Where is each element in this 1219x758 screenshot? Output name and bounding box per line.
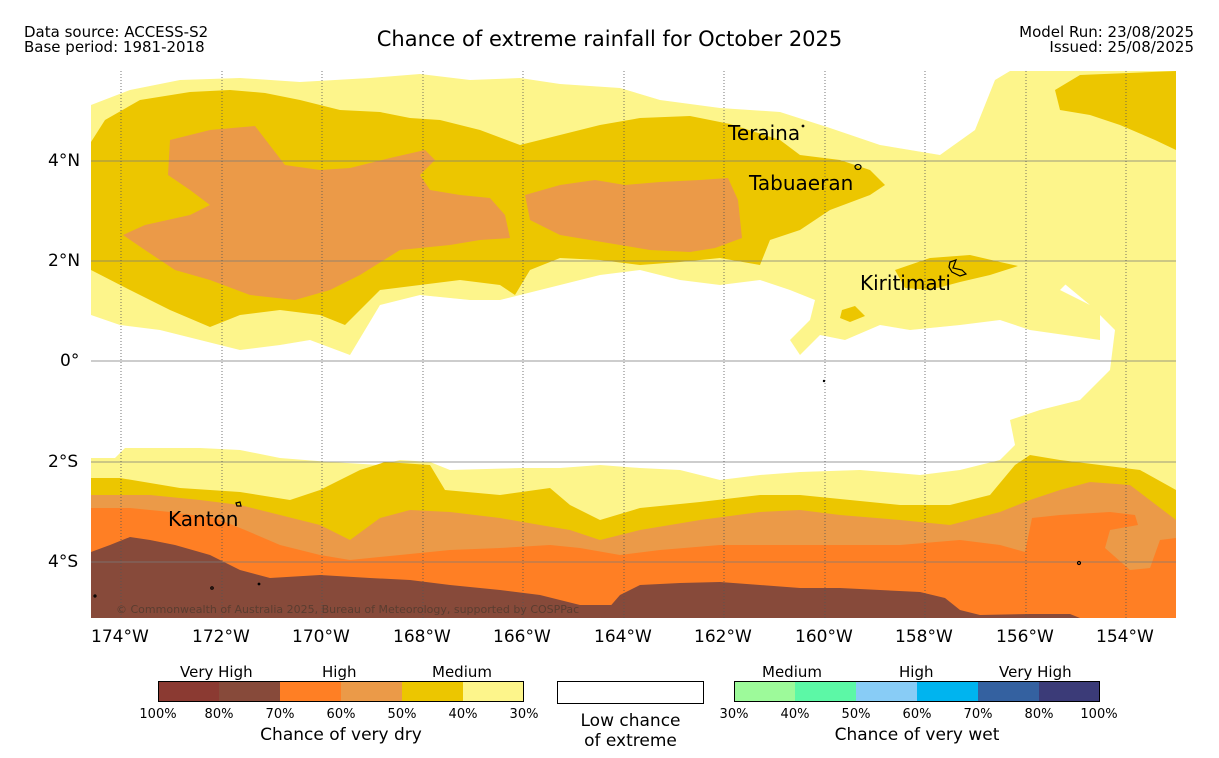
lon-label-166w: 166°W <box>493 627 551 647</box>
issued-label: Issued: 25/08/2025 <box>1049 38 1194 56</box>
legend-dry-swatch-70-60 <box>280 681 341 702</box>
legend-dry-tick: 50% <box>387 707 417 722</box>
small-island-equator <box>822 379 826 383</box>
teraina-island <box>801 124 805 128</box>
place-label-kanton: Kanton <box>168 507 239 531</box>
legend-dry-swatch-40-30 <box>463 681 524 702</box>
lon-label-168w: 168°W <box>393 627 451 647</box>
map-plot-area <box>91 71 1176 618</box>
legend-dry-high-label: High <box>322 663 357 681</box>
legend-wet-tick: 40% <box>780 707 810 722</box>
south-very-high-band <box>91 537 620 618</box>
north-medium-blob-east <box>1055 71 1176 150</box>
lat-gridlines <box>91 160 1176 563</box>
lon-label-158w: 158°W <box>895 627 953 647</box>
legend-wet-tick: 60% <box>902 707 932 722</box>
legend-wet-swatch-50-60 <box>856 681 917 702</box>
lat-label-2n: 2°N <box>48 251 81 271</box>
legend-low-chance-swatch <box>557 681 704 704</box>
legend-wet-swatch-60-70 <box>917 681 978 702</box>
legend-dry-swatch-80-70 <box>219 681 280 702</box>
legend-dry-tick: 80% <box>204 707 234 722</box>
lon-label-160w: 160°W <box>795 627 853 647</box>
data-source-label: Data source: ACCESS-S2 <box>24 23 209 41</box>
lat-label-4n: 4°N <box>48 151 81 171</box>
north-high-band-east <box>525 178 742 252</box>
legend-wet-tick: 80% <box>1024 707 1054 722</box>
legend-dry-swatch-100-80 <box>158 681 219 702</box>
lon-label-154w: 154°W <box>1096 627 1154 647</box>
legend-wet-medium-label: Medium <box>762 663 822 681</box>
legend-dry-tick: 100% <box>139 707 177 722</box>
legend-wet-swatch-30-40 <box>734 681 795 702</box>
model-run-label: Model Run: 23/08/2025 <box>1019 23 1194 41</box>
small-island-west <box>93 594 97 598</box>
legend-wet-swatch-70-80 <box>978 681 1039 702</box>
place-label-teraina: Teraina <box>728 121 801 145</box>
legend-wet-caption: Chance of very wet <box>834 725 1000 745</box>
small-medium-blob <box>840 306 865 322</box>
legend-dry-medium-label: Medium <box>432 663 492 681</box>
lon-label-172w: 172°W <box>192 627 250 647</box>
small-island-south <box>1076 560 1082 566</box>
legend-wet-very-high-label: Very High <box>999 663 1072 681</box>
lat-label-0: 0° <box>60 351 80 371</box>
kanton-island <box>235 501 242 507</box>
legend-low-caption-line2: of extreme <box>584 731 677 751</box>
kiritimati-island <box>948 259 968 277</box>
lat-label-4s: 4°S <box>48 552 79 572</box>
legend-low-caption-line1: Low chance <box>580 711 681 731</box>
legend-dry-tick: 30% <box>509 707 539 722</box>
legend-dry-caption: Chance of very dry <box>260 725 422 745</box>
legend-wet-tick: 30% <box>719 707 749 722</box>
legend-dry-swatch-60-50 <box>341 681 402 702</box>
legend-dry-tick: 40% <box>448 707 478 722</box>
legend-wet-swatch-80-100 <box>1039 681 1100 702</box>
small-island-sw2 <box>257 582 261 586</box>
legend-wet-swatch-40-50 <box>795 681 856 702</box>
legend-dry-very-high-label: Very High <box>180 663 253 681</box>
legend-dry-tick: 60% <box>326 707 356 722</box>
legend-wet-tick: 100% <box>1080 707 1118 722</box>
legend-dry-swatch-50-40 <box>402 681 463 702</box>
lon-label-164w: 164°W <box>594 627 652 647</box>
south-very-high-band-east <box>600 582 1080 618</box>
lon-label-170w: 170°W <box>292 627 350 647</box>
lon-label-174w: 174°W <box>91 627 149 647</box>
lat-label-2s: 2°S <box>48 452 79 472</box>
small-island-sw <box>210 586 214 590</box>
legend-dry-tick: 70% <box>265 707 295 722</box>
kiritimati-medium-blob <box>895 255 1018 290</box>
tabuaeran-island <box>854 163 862 171</box>
copyright-notice: © Commonwealth of Australia 2025, Bureau… <box>116 603 580 616</box>
place-label-kiritimati: Kiritimati <box>860 271 951 295</box>
lon-gridlines <box>120 71 1127 618</box>
island-outlines <box>93 124 1082 598</box>
legend-wet-tick: 50% <box>841 707 871 722</box>
lon-label-156w: 156°W <box>996 627 1054 647</box>
north-high-band-west <box>123 126 510 300</box>
legend-wet-high-label: High <box>899 663 934 681</box>
place-label-tabuaeran: Tabuaeran <box>749 171 854 195</box>
lon-label-162w: 162°W <box>694 627 752 647</box>
page-title: Chance of extreme rainfall for October 2… <box>376 27 843 51</box>
base-period-label: Base period: 1981-2018 <box>24 38 205 56</box>
legend-wet-tick: 70% <box>963 707 993 722</box>
